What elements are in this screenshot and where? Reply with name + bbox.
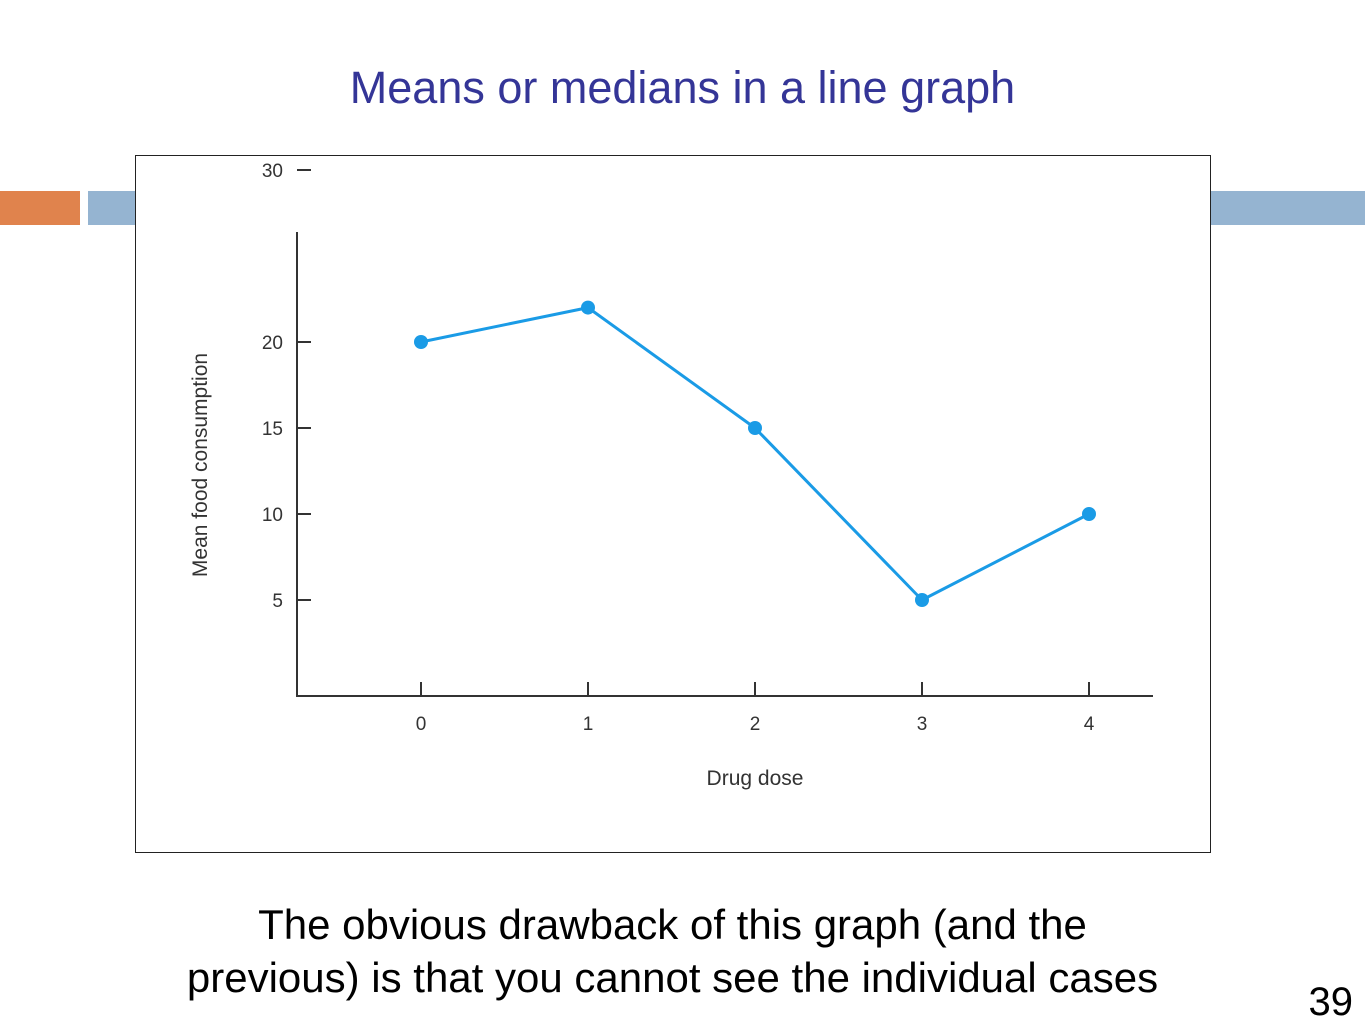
- series-line: [420, 306, 1090, 602]
- accent-bar-orange: [0, 191, 80, 225]
- accent-bar-blue-right: [1210, 191, 1365, 225]
- data-point: [915, 593, 929, 607]
- y-tick-label: 30: [262, 161, 283, 182]
- y-tick-label: 10: [262, 505, 283, 526]
- data-point: [748, 421, 762, 435]
- slide-caption: The obvious drawback of this graph (and …: [60, 898, 1285, 1004]
- x-tick-label: 1: [583, 714, 594, 735]
- page-number: 39: [1308, 980, 1354, 1023]
- data-point: [1082, 507, 1096, 521]
- y-tick-label: 20: [262, 333, 283, 354]
- caption-line-1: The obvious drawback of this graph (and …: [258, 901, 1087, 948]
- axes: [296, 232, 1153, 697]
- series: [414, 300, 1096, 607]
- chart-frame: 5 10 15 20 30 0 1 2 3 4 Drug dose Mean food consu…: [135, 155, 1211, 853]
- data-point: [414, 335, 428, 349]
- accent-bar-blue-left: [88, 191, 138, 225]
- y-axis-label: Mean food consumption: [189, 353, 212, 577]
- ticks: 5 10 15 20 30 0 1 2 3 4: [262, 161, 1095, 735]
- y-tick-label: 15: [262, 419, 283, 440]
- x-axis-label: Drug dose: [707, 767, 804, 790]
- slide-title: Means or medians in a line graph: [349, 62, 1016, 113]
- y-tick-label: 5: [272, 591, 283, 612]
- x-tick-label: 2: [750, 714, 761, 735]
- x-tick-label: 0: [416, 714, 427, 735]
- x-tick-label: 4: [1084, 714, 1095, 735]
- caption-line-2: previous) is that you cannot see the ind…: [186, 954, 1159, 1001]
- line-chart: 5 10 15 20 30 0 1 2 3 4 Drug dose Mean food consu…: [189, 161, 1153, 790]
- x-tick-label: 3: [917, 714, 928, 735]
- data-point: [581, 300, 595, 315]
